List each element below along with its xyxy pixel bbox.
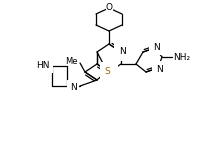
Text: N: N: [119, 47, 125, 56]
Text: N: N: [153, 42, 159, 51]
Text: Me: Me: [65, 57, 78, 66]
Text: N: N: [70, 83, 77, 92]
Text: HN: HN: [36, 61, 50, 70]
Text: S: S: [104, 66, 110, 76]
Text: NH₂: NH₂: [173, 52, 190, 61]
Text: N: N: [107, 67, 113, 77]
Text: O: O: [106, 3, 112, 12]
Text: N: N: [156, 64, 162, 74]
